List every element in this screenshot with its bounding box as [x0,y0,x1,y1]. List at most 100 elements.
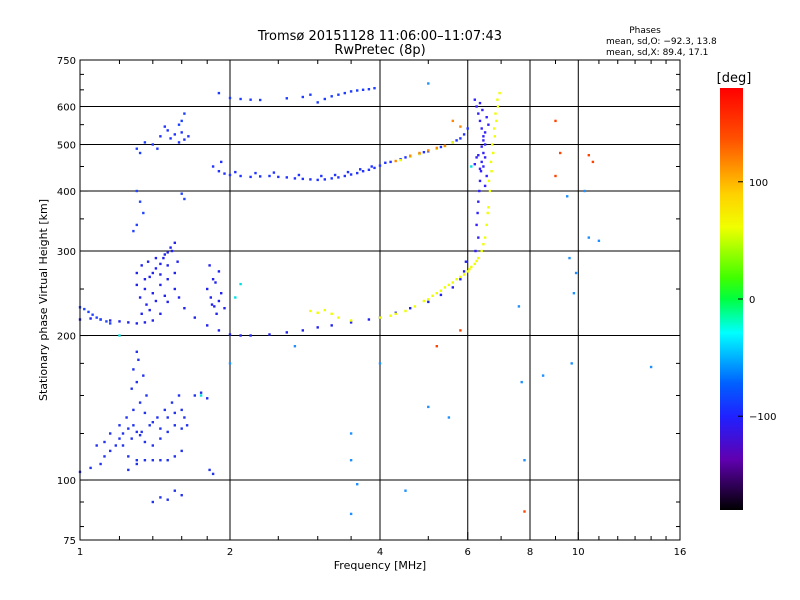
data-point [239,97,242,101]
data-point [451,141,454,144]
data-point [183,307,186,310]
data-point [103,440,106,444]
data-points [78,82,653,516]
data-point [166,430,169,434]
axis-ticks: 1 2 4 6 8 10 16 75 100 200 300 400 500 600 750 [57,56,686,558]
y-tick-label: 75 [63,536,76,547]
data-point [485,174,488,178]
data-point [394,159,397,163]
x-tick-label: 2 [227,547,233,558]
data-point [297,173,301,177]
data-point [427,298,430,301]
data-point [208,264,211,267]
data-point [337,316,340,319]
data-point [409,154,412,157]
data-point [399,158,402,162]
data-point [478,119,482,123]
data-point [135,462,138,466]
data-point [213,305,216,308]
y-tick-label: 300 [57,247,76,258]
data-point [488,189,492,193]
data-point [485,116,488,119]
data-point [259,175,262,178]
data-point [349,432,353,435]
colorbar-ticks: 100 0 −100 [738,178,776,423]
data-point [177,394,181,397]
data-point [103,455,106,458]
data-point [384,161,387,164]
data-point [121,444,125,447]
data-point [143,287,147,291]
data-point [187,135,190,138]
data-point [249,175,252,179]
data-point [170,401,174,404]
data-point [478,179,482,183]
data-point [193,316,196,319]
data-point [478,189,481,193]
data-point [211,278,215,281]
data-point [145,394,148,397]
data-point [239,282,242,286]
data-point [480,249,483,253]
stats-heading: Phases [629,26,661,36]
data-point [154,267,158,270]
data-point [83,307,86,311]
data-point [649,365,653,369]
data-point [135,322,138,325]
data-point [496,98,499,101]
data-point [378,316,382,319]
data-point [151,459,154,462]
data-point [173,271,176,275]
data-point [447,283,451,287]
y-tick-label: 100 [57,476,76,487]
data-point [330,312,333,315]
data-point [361,88,365,91]
data-point [498,91,501,95]
data-point [349,512,353,516]
y-axis-label: Stationary phase Virtual Height [km] [37,199,50,401]
data-point [301,95,304,99]
data-point [316,311,319,314]
colorbar-tick-label: 0 [749,295,755,306]
data-point [220,292,223,295]
data-point [435,345,438,348]
data-point [223,172,226,175]
data-point [373,166,376,170]
data-point [173,455,176,458]
data-point [349,90,353,93]
data-point [169,137,172,140]
data-point [217,170,221,173]
data-point [293,345,297,348]
grid-lines [80,60,680,540]
data-point [493,127,496,130]
data-point [159,459,162,462]
data-point [95,316,98,319]
data-point [127,427,130,430]
chart-title: Tromsø 20151128 11:06:00–11:07:43 [257,29,502,44]
data-point [459,329,462,332]
data-point [193,394,196,397]
data-point [455,139,458,142]
data-point [254,171,257,175]
data-point [87,310,90,314]
data-point [170,249,174,253]
data-point [494,112,497,115]
data-point [309,309,312,313]
data-point [118,424,121,427]
data-point [159,312,162,315]
data-point [99,462,102,466]
x-tick-label: 4 [377,547,383,558]
data-point [477,256,480,260]
data-point [220,160,223,164]
data-point [574,271,578,275]
y-tick-label: 500 [57,141,76,152]
data-point [135,223,138,227]
colorbar-tick-label: 100 [749,178,768,189]
data-point [140,430,143,434]
data-point [483,143,487,146]
data-point [587,236,590,239]
data-point [121,432,125,435]
data-point [337,176,340,179]
data-point [151,143,154,146]
data-point [208,468,211,472]
